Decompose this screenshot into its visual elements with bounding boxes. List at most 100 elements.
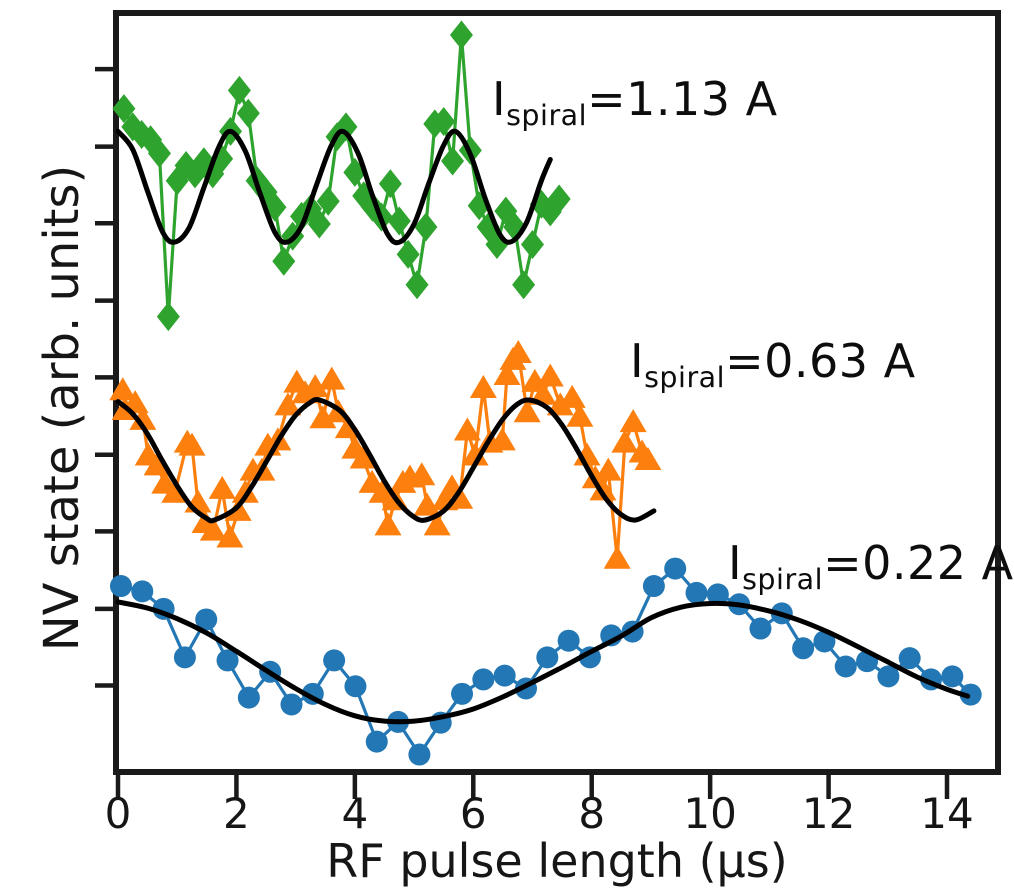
data-point-circle — [493, 664, 516, 687]
data-point-triangle — [178, 432, 206, 456]
annotation-subscript: spiral — [742, 563, 824, 597]
data-point-circle — [451, 682, 474, 705]
data-point-circle — [280, 693, 303, 716]
data-point-circle — [109, 575, 132, 598]
data-point-diamond — [272, 246, 296, 276]
data-point-diamond — [307, 209, 331, 239]
data-point-diamond — [334, 112, 358, 142]
series-rabi-1.13A — [112, 20, 571, 332]
x-tick-label: 8 — [578, 789, 605, 838]
data-point-triangle — [231, 479, 259, 503]
annotation-value: =0.22 A — [823, 536, 1014, 590]
data-point-triangle — [374, 512, 402, 536]
data-point-circle — [195, 608, 218, 631]
annotation-subscript: spiral — [644, 361, 726, 395]
data-point-diamond — [112, 94, 136, 124]
x-tick-label: 12 — [802, 789, 855, 838]
fit-curve — [115, 599, 971, 725]
x-tick-label: 10 — [683, 789, 736, 838]
data-point-circle — [941, 665, 964, 688]
data-point-circle — [323, 649, 346, 672]
data-point-triangle — [129, 406, 157, 430]
data-point-diamond — [396, 239, 420, 269]
data-point-circle — [877, 665, 900, 688]
data-point-circle — [237, 686, 260, 709]
data-point-circle — [642, 575, 665, 598]
data-point-triangle — [488, 427, 516, 451]
data-point-triangle — [423, 512, 451, 536]
data-point-diamond — [156, 302, 180, 332]
data-point-circle — [706, 583, 729, 606]
data-point-diamond — [387, 206, 411, 236]
data-point-diamond — [547, 184, 571, 214]
data-point-triangle — [566, 403, 594, 427]
data-point-triangle — [208, 475, 236, 499]
data-point-triangle — [603, 545, 631, 569]
data-point-circle — [536, 646, 559, 669]
data-point-circle — [408, 743, 431, 766]
data-point-triangle — [318, 366, 346, 390]
data-point-triangle — [611, 429, 639, 453]
data-point-triangle — [558, 384, 586, 408]
data-point-triangle — [536, 363, 564, 387]
data-point-circle — [834, 655, 857, 678]
annotation-symbol: I — [728, 536, 743, 590]
annotation-value: =0.63 A — [725, 334, 916, 388]
data-point-diamond — [316, 186, 340, 216]
series-rabi-0.22A — [109, 557, 982, 766]
data-point-triangle — [589, 477, 617, 501]
x-tick-label: 4 — [341, 789, 368, 838]
x-tick-label: 6 — [460, 789, 487, 838]
data-point-triangle — [143, 452, 171, 476]
annotation-current-1.13A: Ispiral=1.13 A — [492, 72, 778, 132]
data-point-triangle — [309, 405, 337, 429]
annotation-subscript: spiral — [506, 99, 588, 133]
fit-curve — [115, 397, 657, 524]
y-axis-label: NV state (arb. units) — [34, 164, 90, 652]
data-point-circle — [216, 649, 239, 672]
data-point-diamond — [441, 146, 465, 176]
x-tick-label: 14 — [920, 789, 973, 838]
data-point-circle — [749, 617, 772, 640]
data-point-triangle — [513, 399, 541, 423]
data-point-diamond — [147, 138, 171, 168]
data-point-triangle — [109, 377, 137, 401]
series-rabi-0.63A — [109, 340, 662, 569]
data-point-diamond — [449, 20, 473, 50]
data-point-diamond — [227, 75, 251, 105]
x-axis-label: RF pulse length (μs) — [326, 834, 788, 888]
annotation-symbol: I — [492, 72, 507, 126]
data-point-diamond — [521, 229, 544, 259]
data-point-triangle — [199, 517, 227, 541]
data-point-diamond — [414, 212, 438, 242]
data-point-circle — [344, 675, 367, 698]
data-point-triangle — [408, 462, 436, 486]
data-point-diamond — [121, 112, 145, 142]
data-point-triangle — [469, 374, 497, 398]
data-point-triangle — [493, 362, 521, 386]
data-point-diamond — [378, 169, 402, 199]
data-point-circle — [173, 646, 196, 669]
data-point-triangle — [216, 524, 244, 548]
data-point-circle — [813, 630, 836, 653]
fit-curve — [115, 128, 553, 246]
data-point-triangle — [368, 479, 396, 503]
data-point-circle — [472, 668, 495, 691]
data-point-triangle — [619, 409, 647, 433]
data-point-triangle — [349, 445, 377, 469]
data-point-circle — [898, 647, 921, 670]
data-point-triangle — [461, 442, 489, 466]
annotation-value: =1.13 A — [587, 72, 778, 126]
data-point-circle — [365, 730, 388, 753]
data-point-triangle — [594, 457, 622, 481]
data-point-diamond — [236, 98, 260, 128]
data-point-circle — [131, 580, 154, 603]
data-point-circle — [664, 557, 687, 580]
data-point-triangle — [453, 417, 481, 441]
data-point-circle — [557, 629, 580, 652]
annotation-current-0.22A: Ispiral=0.22 A — [728, 536, 1014, 596]
annotation-symbol: I — [630, 334, 645, 388]
data-point-triangle — [274, 392, 302, 416]
